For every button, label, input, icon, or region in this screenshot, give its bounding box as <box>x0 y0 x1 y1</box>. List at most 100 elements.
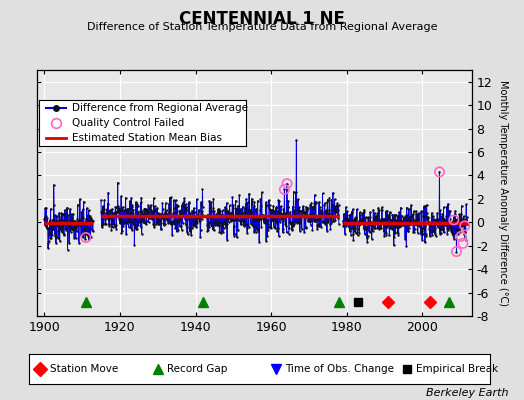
Point <box>389 242 398 248</box>
Point <box>180 213 188 219</box>
Point <box>307 215 315 221</box>
Point <box>138 208 146 214</box>
Point <box>347 224 355 231</box>
Point <box>282 229 291 236</box>
Point <box>164 220 172 226</box>
Point <box>394 213 402 219</box>
Point <box>176 214 184 221</box>
Point <box>209 222 217 228</box>
Point <box>86 215 95 222</box>
Point <box>331 216 340 223</box>
Point <box>323 228 331 234</box>
Point <box>450 236 458 242</box>
Point <box>238 209 246 215</box>
Point <box>407 218 415 224</box>
Point <box>253 225 261 232</box>
Point <box>132 226 140 232</box>
Point <box>172 228 181 235</box>
Point <box>442 220 450 226</box>
Point <box>311 217 319 223</box>
Point <box>72 234 80 241</box>
Point <box>100 205 108 211</box>
Point <box>173 202 182 209</box>
Point <box>258 213 267 220</box>
Point <box>181 201 190 208</box>
Point <box>80 198 88 205</box>
Point <box>217 228 225 235</box>
Point <box>265 204 274 211</box>
Point <box>301 211 309 217</box>
Point <box>414 215 422 221</box>
Point <box>439 227 447 233</box>
Point <box>413 213 421 219</box>
Point <box>160 216 169 222</box>
Point <box>298 210 306 216</box>
Point <box>168 218 177 224</box>
Point <box>447 228 455 234</box>
Point <box>271 210 279 216</box>
Point <box>431 225 439 231</box>
Point <box>379 219 387 226</box>
Point <box>323 196 332 203</box>
Point <box>434 216 443 222</box>
Point <box>397 217 406 223</box>
Point <box>77 209 85 215</box>
Point <box>115 206 124 213</box>
Point <box>275 211 283 218</box>
Point <box>267 209 275 215</box>
Point <box>162 217 171 223</box>
Point <box>435 220 443 226</box>
Point <box>148 214 157 221</box>
Point <box>357 217 365 223</box>
Point <box>203 222 211 228</box>
Point <box>61 207 69 213</box>
Point <box>438 214 446 220</box>
Point <box>350 217 358 223</box>
Point <box>171 209 179 215</box>
Point <box>135 212 143 218</box>
Point <box>452 248 461 255</box>
Point <box>246 212 254 219</box>
Point <box>256 196 265 202</box>
Point <box>113 209 121 215</box>
Point <box>114 179 122 186</box>
Point <box>353 228 362 235</box>
Text: Difference of Station Temperature Data from Regional Average: Difference of Station Temperature Data f… <box>87 22 437 32</box>
Point <box>322 218 330 225</box>
Point <box>121 219 129 225</box>
Point <box>212 214 221 220</box>
Point <box>80 226 89 232</box>
Point <box>243 199 252 206</box>
Point <box>301 225 310 232</box>
Point <box>59 225 68 232</box>
Point <box>280 215 288 221</box>
Point <box>366 214 375 220</box>
Text: CENTENNIAL 1 NE: CENTENNIAL 1 NE <box>179 10 345 28</box>
Point <box>53 222 62 228</box>
Point <box>397 212 406 219</box>
Point <box>360 206 368 213</box>
Point <box>119 220 128 226</box>
Point <box>223 208 232 214</box>
Point <box>145 215 154 222</box>
Point <box>279 206 288 213</box>
Point <box>359 221 367 227</box>
Point <box>61 217 70 223</box>
Point <box>274 208 282 214</box>
Point <box>67 225 75 232</box>
Point <box>280 186 289 193</box>
Point <box>235 217 243 224</box>
Point <box>107 226 116 233</box>
Point <box>340 219 348 225</box>
Point <box>184 216 192 222</box>
Point <box>163 212 172 219</box>
Point <box>328 213 336 220</box>
Point <box>245 190 253 197</box>
Point <box>330 204 338 210</box>
Point <box>307 217 315 224</box>
Point <box>462 201 471 208</box>
Point <box>121 213 129 219</box>
Point <box>354 226 362 232</box>
Point <box>208 208 216 214</box>
Point <box>89 217 97 224</box>
